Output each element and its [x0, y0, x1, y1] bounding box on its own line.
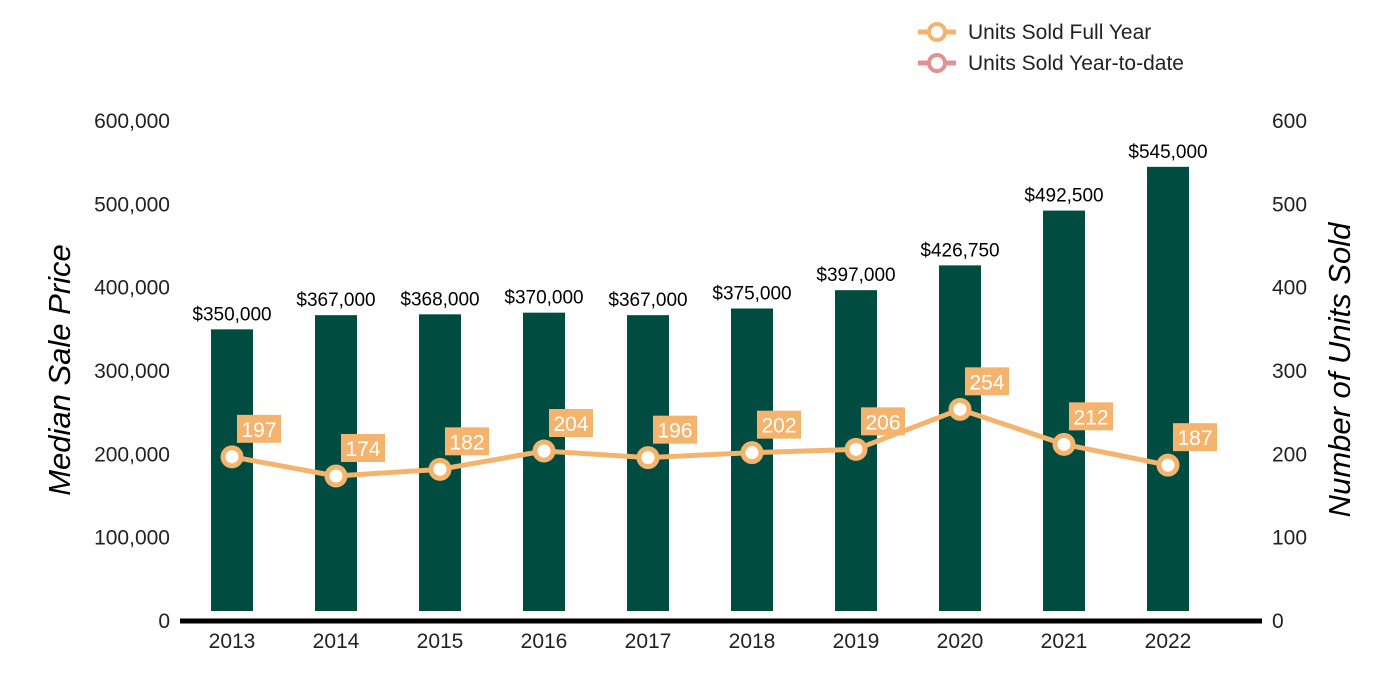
units-label-2018: 202: [757, 410, 801, 439]
x-tick-label: 2013: [209, 630, 256, 653]
units-label-text: 204: [553, 413, 588, 436]
legend: Units Sold Full Year Units Sold Year-to-…: [918, 21, 1184, 75]
units-label-text: 174: [345, 438, 380, 461]
bar-2014[interactable]: [315, 315, 357, 611]
x-tick-label: 2021: [1041, 630, 1088, 653]
bar-2013[interactable]: [211, 329, 253, 611]
y-right-tick-label: 300: [1272, 360, 1307, 383]
units-label-2016: 204: [549, 409, 593, 437]
units-line: [231, 406, 1169, 479]
bar-label-2014: $367,000: [296, 290, 375, 311]
legend-label-full-year: Units Sold Full Year: [968, 21, 1151, 44]
legend-label-ytd: Units Sold Year-to-date: [968, 52, 1184, 75]
y-left-axis-title: Median Sale Price: [42, 244, 77, 496]
legend-marker-ytd: [927, 53, 947, 73]
units-point-2015[interactable]: [428, 457, 452, 481]
units-label-2017: 196: [653, 415, 697, 444]
units-label-box: [965, 367, 1009, 396]
y-right-tick-label: 100: [1272, 527, 1307, 550]
units-label-box: [549, 409, 593, 437]
units-label-box: [1173, 423, 1217, 452]
bar-2022[interactable]: [1147, 166, 1189, 612]
units-point-2016[interactable]: [532, 439, 556, 463]
x-tick-label: 2022: [1145, 630, 1192, 653]
units-label-2013: 197: [237, 414, 281, 443]
units-point-2022[interactable]: [1156, 453, 1180, 477]
units-label-text: 202: [761, 415, 796, 438]
x-tick-label: 2014: [313, 630, 360, 653]
units-label-2015: 182: [445, 427, 489, 456]
bar-data-labels: $350,000 $367,000 $368,000 $370,000 $367,000…: [192, 142, 1207, 326]
units-label-text: 197: [241, 419, 276, 442]
y-left-tick-label: 200,000: [94, 443, 170, 466]
bar-label-2020: $426,750: [920, 240, 999, 261]
y-left-tick-label: 600,000: [94, 110, 170, 133]
y-right-tick-label: 600: [1272, 110, 1307, 133]
units-label-box: [861, 407, 905, 436]
bar-label-2016: $370,000: [504, 288, 583, 309]
units-label-box: [237, 414, 281, 443]
x-tick-label: 2017: [625, 630, 672, 653]
units-point-2019[interactable]: [844, 437, 868, 461]
y-right-tick-label: 0: [1272, 610, 1284, 633]
x-tick-label: 2016: [521, 630, 568, 653]
units-point-2014[interactable]: [324, 464, 348, 488]
y-right-axis-title: Number of Units Sold: [1322, 221, 1357, 517]
bar-label-2021: $492,500: [1024, 186, 1103, 207]
units-label-box: [757, 410, 801, 439]
y-right-ticks: 0 100 200 300 400 500 600: [1272, 110, 1307, 633]
y-left-tick-label: 500,000: [94, 193, 170, 216]
bar-series: [211, 166, 1189, 612]
legend-item-ytd[interactable]: Units Sold Year-to-date: [918, 52, 1184, 75]
units-line-series: [220, 397, 1180, 488]
y-left-tick-label: 100,000: [94, 527, 170, 550]
units-label-box: [445, 427, 489, 456]
units-data-labels: 197 174 182 204 196 202 206 254 212 187: [237, 367, 1217, 462]
bar-label-2015: $368,000: [400, 289, 479, 310]
units-point-2013[interactable]: [220, 445, 244, 469]
units-label-box: [341, 434, 385, 462]
bar-label-2019: $397,000: [816, 265, 895, 286]
y-left-tick-label: 400,000: [94, 277, 170, 300]
units-label-box: [653, 415, 697, 444]
legend-marker-full-year: [927, 22, 947, 42]
units-label-text: 254: [969, 371, 1004, 394]
y-right-tick-label: 400: [1272, 277, 1307, 300]
units-label-text: 196: [657, 420, 692, 443]
units-label-text: 187: [1177, 427, 1212, 450]
y-left-tick-label: 300,000: [94, 360, 170, 383]
units-label-text: 212: [1073, 406, 1108, 429]
bar-label-2022: $545,000: [1128, 142, 1207, 163]
units-label-text: 206: [865, 411, 900, 434]
units-label-2021: 212: [1069, 402, 1113, 431]
units-point-2017[interactable]: [636, 446, 660, 470]
bar-label-2018: $375,000: [712, 284, 791, 305]
units-label-2014: 174: [341, 434, 385, 462]
units-label-2019: 206: [861, 407, 905, 436]
y-left-ticks: 0 100,000 200,000 300,000 400,000 500,000 600,…: [94, 110, 170, 633]
units-label-2020: 254: [965, 367, 1009, 396]
units-point-2021[interactable]: [1052, 432, 1076, 456]
x-tick-label: 2015: [417, 630, 464, 653]
y-left-tick-label: 0: [158, 610, 170, 633]
legend-item-full-year[interactable]: Units Sold Full Year: [918, 21, 1151, 44]
units-label-2022: 187: [1173, 423, 1217, 452]
units-label-text: 182: [449, 431, 484, 454]
bar-label-2013: $350,000: [192, 304, 271, 325]
x-tick-label: 2018: [729, 630, 776, 653]
x-tick-label: 2019: [833, 630, 880, 653]
y-right-tick-label: 500: [1272, 193, 1307, 216]
bar-label-2017: $367,000: [608, 290, 687, 311]
bar-2020[interactable]: [939, 265, 981, 611]
units-point-2020[interactable]: [948, 397, 972, 421]
x-tick-label: 2020: [937, 630, 984, 653]
x-ticks: 2013 2014 2015 2016 2017 2018 2019 2020 2021 2022: [209, 630, 1192, 653]
units-point-2018[interactable]: [740, 441, 764, 465]
y-right-tick-label: 200: [1272, 443, 1307, 466]
units-label-box: [1069, 402, 1113, 431]
